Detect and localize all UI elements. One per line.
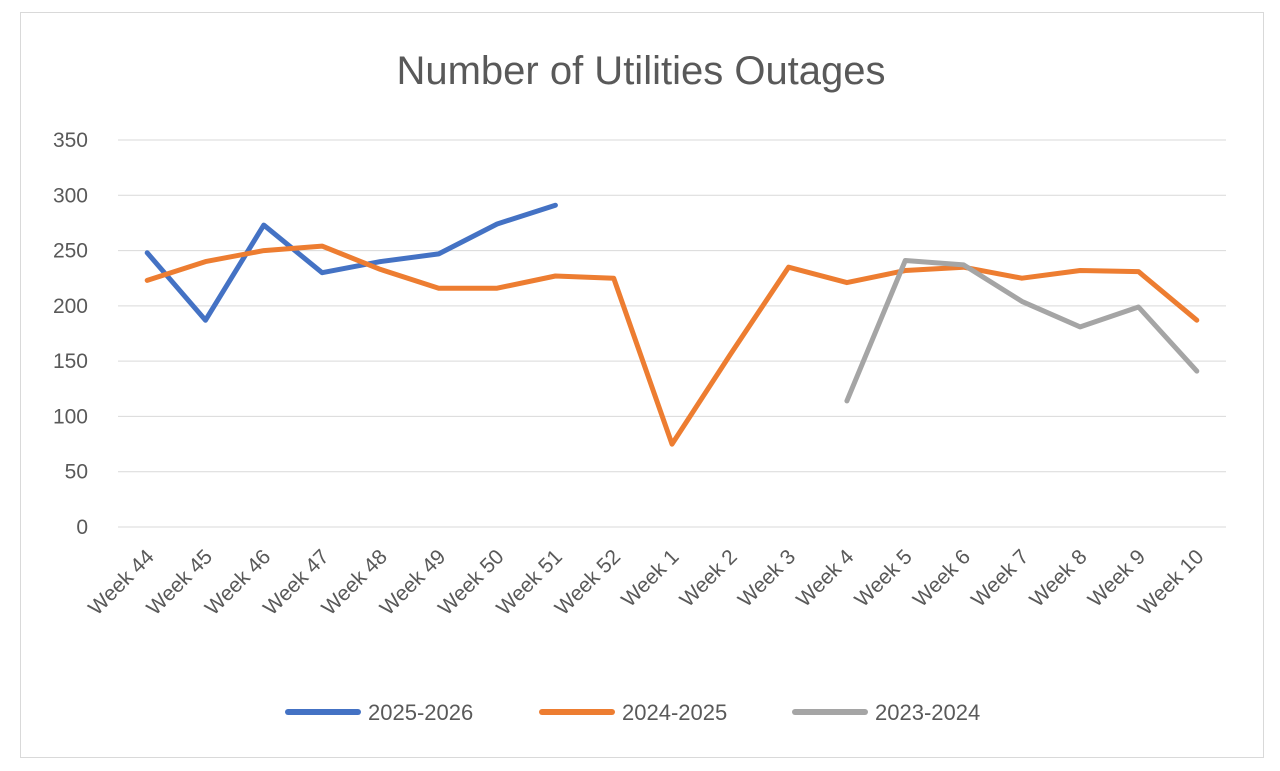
- series-line-2025-2026: [144, 202, 558, 323]
- x-tick-label: Week 7: [967, 545, 1033, 611]
- x-tick-label: Week 1: [617, 545, 683, 611]
- series-lines: [144, 202, 1200, 447]
- x-tick-label: Week 2: [676, 545, 742, 611]
- legend-label: 2023-2024: [875, 700, 980, 725]
- legend-label: 2025-2026: [368, 700, 473, 725]
- y-tick-label: 0: [76, 516, 88, 539]
- y-tick-label: 50: [65, 461, 88, 484]
- y-tick-label: 100: [53, 405, 88, 428]
- chart-title: Number of Utilities Outages: [396, 49, 885, 93]
- y-tick-label: 350: [53, 129, 88, 152]
- y-tick-label: 300: [53, 184, 88, 207]
- y-tick-label: 250: [53, 240, 88, 263]
- gridlines: [118, 139, 1226, 528]
- series-line-2024-2025: [144, 243, 1200, 447]
- x-tick-label: Week 3: [734, 545, 800, 611]
- legend-label: 2024-2025: [622, 700, 727, 725]
- y-axis-tick-labels: 0 50 100 150 200 250 300 350: [53, 129, 88, 539]
- x-tick-label: Week 8: [1025, 545, 1091, 611]
- y-tick-label: 150: [53, 350, 88, 373]
- chart-frame: [20, 12, 1264, 758]
- x-tick-label: Week 6: [909, 545, 975, 611]
- series-line-2023-2024: [844, 258, 1200, 404]
- legend: 2025-2026 2024-2025 2023-2024: [285, 700, 980, 725]
- x-tick-label: Week 4: [792, 545, 859, 612]
- x-tick-label: Week 5: [850, 545, 916, 611]
- y-tick-label: 200: [53, 295, 88, 318]
